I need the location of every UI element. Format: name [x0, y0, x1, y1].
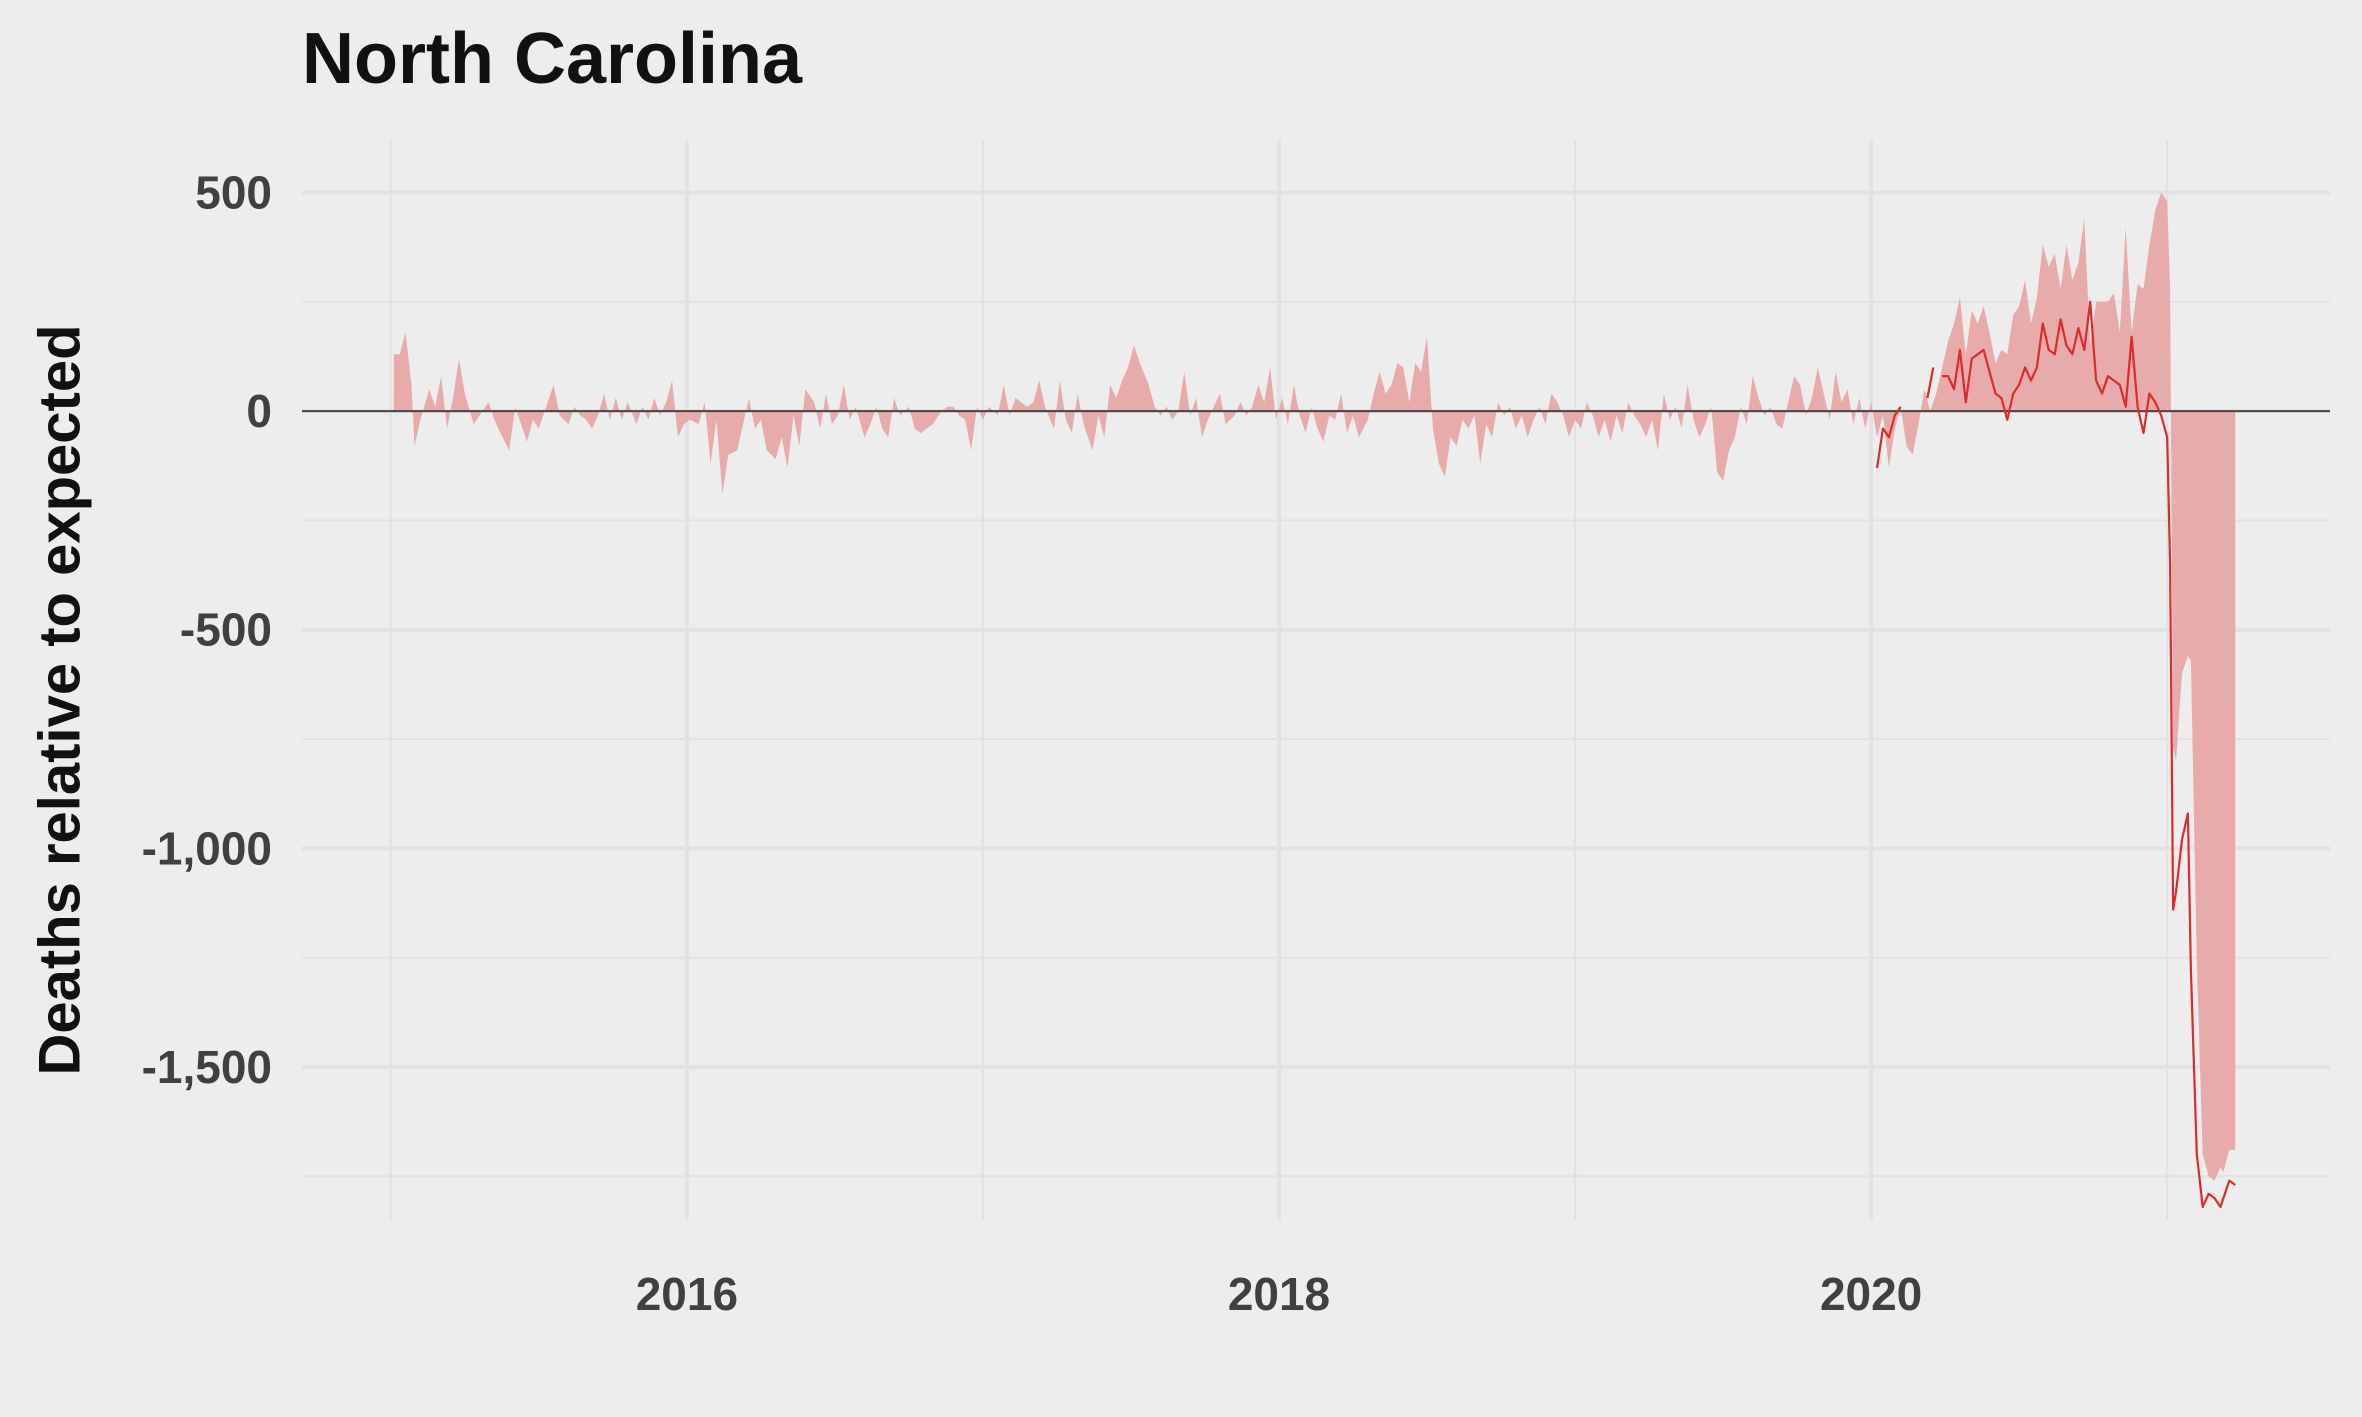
y-tick-label: 500 [195, 166, 272, 218]
reported-deaths-line [1942, 300, 2236, 1208]
reported-deaths-line [1926, 367, 1935, 399]
y-tick-label: -500 [180, 604, 272, 656]
data-layer [302, 192, 2330, 1208]
x-tick-label: 2018 [1228, 1268, 1330, 1320]
x-tick-label: 2020 [1820, 1268, 1922, 1320]
reported-deaths-line [1875, 406, 1902, 469]
y-tick-label: -1,500 [142, 1041, 272, 1093]
y-tick-label: -1,000 [142, 822, 272, 874]
excess-deaths-area [393, 192, 2236, 1181]
chart-title: North Carolina [302, 19, 803, 99]
axis-layer: 500 0 -500 -1,000 -1,500 2016 2018 2020 [142, 166, 1923, 1320]
y-tick-label: 0 [246, 385, 272, 437]
x-tick-label: 2016 [636, 1268, 738, 1320]
